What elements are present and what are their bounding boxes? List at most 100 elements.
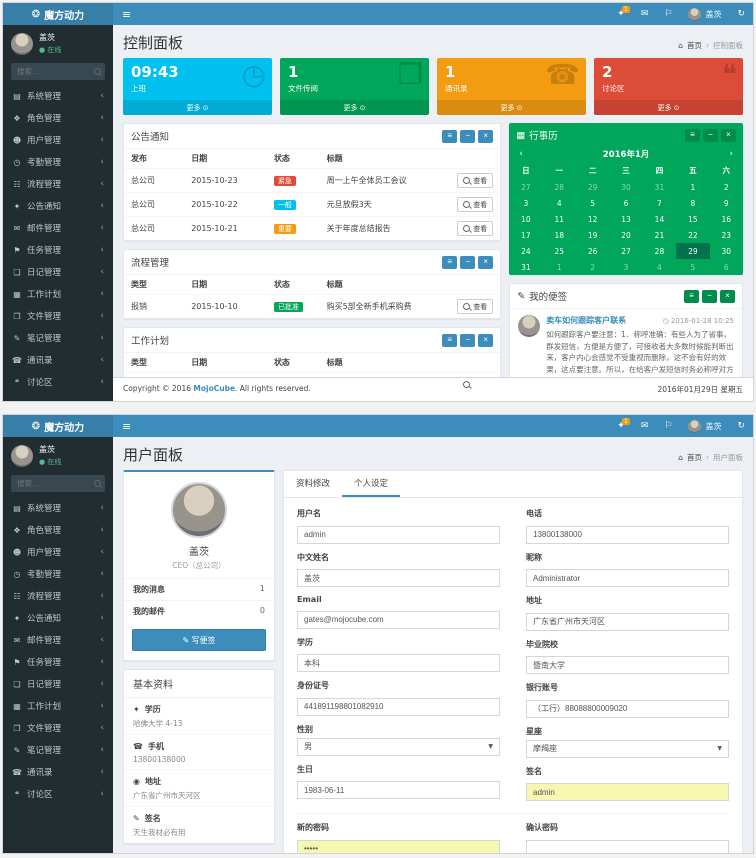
field-input[interactable] [526,525,729,544]
calendar-day[interactable]: 6 [723,262,729,272]
list-icon[interactable]: ≡ [442,333,458,347]
calendar-day[interactable]: 7 [657,198,662,208]
brand-logo[interactable]: ❂ 魔方动力 [3,3,113,25]
field-input[interactable] [297,697,500,716]
brand-logo[interactable]: ❂ 魔方动力 [3,415,113,437]
sidebar-item-8[interactable]: ⚑ 任务管理 ‹ [3,239,113,261]
sidebar-item-14[interactable]: ❝ 讨论区 ‹ [3,783,113,805]
sidebar-item-2[interactable]: ❖ 角色管理 ‹ [3,107,113,129]
calendar-day[interactable]: 14 [654,214,665,224]
calendar-day[interactable]: 23 [721,230,732,240]
sidebar-item-6[interactable]: ✦ 公告通知 ‹ [3,607,113,629]
profile-stat-row[interactable]: 我的邮件 0 [124,600,274,622]
sidebar-item-2[interactable]: ❖ 角色管理 ‹ [3,519,113,541]
note-title-link[interactable]: 卖车如何跟踪客户联系 [546,316,627,325]
field-input[interactable] [526,612,729,631]
hamburger-icon[interactable]: ≡ [122,7,132,21]
sidebar-item-1[interactable]: ▤ 系统管理 ‹ [3,497,113,519]
breadcrumb-home[interactable]: 首页 [687,453,702,462]
search-input[interactable] [11,475,89,492]
field-input[interactable] [297,525,500,544]
sidebar-item-4[interactable]: ◷ 考勤管理 ‹ [3,151,113,173]
tab-2[interactable]: 个人设定 [342,471,401,497]
calendar-day[interactable]: 9 [723,198,729,208]
calendar-day[interactable]: 5 [690,262,696,272]
list-icon[interactable]: ≡ [442,255,458,269]
field-input[interactable] [526,699,729,718]
profile-stat-row[interactable]: 我的消息 1 [124,578,274,600]
calendar-day[interactable]: 26 [587,246,598,256]
stat-more-link[interactable]: 更多 ⊙ [280,100,429,115]
search-button[interactable] [89,63,105,80]
close-icon[interactable]: × [720,289,735,303]
calendar-day[interactable]: 13 [621,214,631,224]
calendar-day[interactable]: 3 [523,198,529,208]
calendar-day[interactable]: 30 [721,246,732,256]
new-password-input[interactable] [297,839,500,853]
sidebar-item-3[interactable]: ☻ 用户管理 ‹ [3,541,113,563]
sidebar-item-4[interactable]: ◷ 考勤管理 ‹ [3,563,113,585]
write-note-button[interactable]: ✎ 写便签 [132,629,266,651]
sidebar-item-9[interactable]: ❏ 日记管理 ‹ [3,673,113,695]
sidebar-item-5[interactable]: ☷ 流程管理 ‹ [3,585,113,607]
calendar-day[interactable]: 22 [688,230,698,240]
calendar-day[interactable]: 18 [554,230,565,240]
collapse-icon[interactable]: − [703,128,718,142]
calendar-day[interactable]: 19 [587,230,598,240]
navbar-user-menu[interactable]: 盖茨 [680,419,729,433]
notifications-icon[interactable]: ✦ 1 [617,418,630,431]
calendar-day[interactable]: 27 [521,182,531,192]
view-button[interactable]: 查看 [457,173,494,188]
hamburger-icon[interactable]: ≡ [122,419,132,433]
sidebar-item-5[interactable]: ☷ 流程管理 ‹ [3,173,113,195]
calendar-day[interactable]: 15 [688,214,698,224]
sidebar-item-8[interactable]: ⚑ 任务管理 ‹ [3,651,113,673]
view-button[interactable]: 查看 [457,197,494,212]
close-icon[interactable]: × [721,128,736,142]
calendar-day[interactable]: 31 [521,262,531,272]
sidebar-item-9[interactable]: ❏ 日记管理 ‹ [3,261,113,283]
close-icon[interactable]: × [478,129,494,143]
sidebar-item-7[interactable]: ✉ 邮件管理 ‹ [3,217,113,239]
navbar-user-menu[interactable]: 盖茨 [680,7,729,21]
stat-more-link[interactable]: 更多 ⊙ [594,100,743,115]
calendar-day[interactable]: 20 [621,230,631,240]
calendar-day[interactable]: 4 [657,262,662,272]
calendar-day[interactable]: 28 [654,246,665,256]
calendar-prev[interactable]: ‹ [519,149,523,159]
stat-more-link[interactable]: 更多 ⊙ [123,100,272,115]
sidebar-item-12[interactable]: ✎ 笔记管理 ‹ [3,739,113,761]
view-button[interactable]: 查看 [457,221,494,236]
calendar-day[interactable]: 29 [676,243,710,259]
calendar-day[interactable]: 1 [690,182,696,192]
calendar-day[interactable]: 11 [554,214,565,224]
sidebar-item-10[interactable]: ▦ 工作计划 ‹ [3,695,113,717]
calendar-day[interactable]: 1 [556,262,562,272]
sidebar-item-12[interactable]: ✎ 笔记管理 ‹ [3,327,113,349]
field-input[interactable] [297,610,500,629]
field-input[interactable] [526,569,729,587]
close-icon[interactable]: × [478,333,494,347]
field-input[interactable] [526,783,729,801]
list-icon[interactable]: ≡ [684,289,699,303]
field-select[interactable]: 摩羯座 ▼ [526,739,729,758]
calendar-day[interactable]: 16 [721,214,732,224]
field-select[interactable]: 男 ▼ [297,737,500,756]
calendar-day[interactable]: 4 [556,198,562,208]
collapse-icon[interactable]: − [702,289,717,303]
confirm-password-input[interactable] [526,839,729,853]
calendar-day[interactable]: 3 [623,262,629,272]
sidebar-item-13[interactable]: ☎ 通讯录 ‹ [3,761,113,783]
calendar-day[interactable]: 27 [621,246,631,256]
messages-icon[interactable]: ✉ [640,421,649,431]
collapse-icon[interactable]: − [460,255,476,269]
field-input[interactable] [297,654,500,672]
calendar-day[interactable]: 25 [554,246,565,256]
sidebar-item-7[interactable]: ✉ 邮件管理 ‹ [3,629,113,651]
list-icon[interactable]: ≡ [442,129,458,143]
tasks-flag-icon[interactable]: ⚐ [664,9,673,19]
calendar-day[interactable]: 28 [554,182,565,192]
sidebar-item-1[interactable]: ▤ 系统管理 ‹ [3,85,113,107]
calendar-next[interactable]: › [729,149,733,159]
calendar-day[interactable]: 5 [590,198,596,208]
